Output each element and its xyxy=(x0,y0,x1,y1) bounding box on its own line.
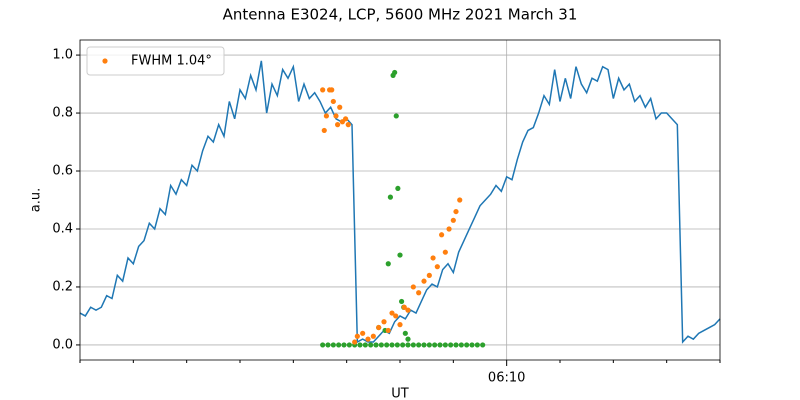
data-point xyxy=(405,307,411,313)
data-point xyxy=(395,185,401,192)
data-point xyxy=(337,104,343,110)
data-point xyxy=(416,290,422,296)
data-point xyxy=(432,342,438,348)
data-point xyxy=(453,342,459,348)
chart-title: Antenna E3024, LCP, 5600 MHz 2021 March … xyxy=(223,6,578,24)
y-tick-label: 1.0 xyxy=(52,48,73,63)
data-point xyxy=(446,226,452,232)
data-point xyxy=(405,336,411,342)
data-point xyxy=(336,342,342,348)
data-point xyxy=(393,113,399,119)
data-point xyxy=(410,284,416,290)
data-point xyxy=(442,249,448,255)
data-point xyxy=(426,272,432,278)
y-tick-label: 0.4 xyxy=(52,221,73,236)
data-point xyxy=(325,342,331,348)
data-point xyxy=(335,122,341,128)
data-point xyxy=(330,342,336,348)
data-point xyxy=(410,342,416,348)
data-point xyxy=(401,304,407,310)
x-axis-label: UT xyxy=(391,387,409,400)
data-point xyxy=(442,342,448,348)
data-point xyxy=(464,342,470,348)
data-point xyxy=(400,342,406,348)
data-point xyxy=(389,310,395,316)
data-point xyxy=(474,342,480,348)
x-tick-label: 06:10 xyxy=(488,371,525,386)
plot-frame xyxy=(79,39,721,361)
data-point xyxy=(373,342,379,348)
y-tick-label: 0.6 xyxy=(52,164,73,179)
data-point xyxy=(480,342,486,348)
data-point xyxy=(381,319,387,325)
data-point xyxy=(458,342,464,348)
data-point xyxy=(329,87,335,93)
data-point xyxy=(345,122,351,128)
data-point xyxy=(385,327,391,334)
data-point xyxy=(352,339,358,345)
data-point xyxy=(330,98,336,105)
y-axis-label: a.u. xyxy=(29,188,44,212)
data-point xyxy=(384,342,390,348)
data-point xyxy=(405,342,411,348)
data-point xyxy=(370,333,376,339)
data-point xyxy=(368,342,374,348)
data-point xyxy=(450,217,456,223)
legend-label: FWHM 1.04° xyxy=(131,54,212,69)
y-tick-label: 0.0 xyxy=(52,337,73,352)
data-point xyxy=(437,342,443,348)
data-point xyxy=(320,87,326,93)
data-point xyxy=(426,342,432,348)
data-point xyxy=(341,342,347,348)
data-point xyxy=(343,116,349,122)
data-point xyxy=(360,330,366,336)
data-point xyxy=(389,342,395,348)
data-point xyxy=(321,127,327,134)
data-point xyxy=(448,342,454,348)
data-point xyxy=(320,342,326,348)
data-point xyxy=(385,261,391,267)
data-point xyxy=(362,342,368,348)
data-point xyxy=(378,342,384,348)
data-point xyxy=(434,264,440,270)
data-point xyxy=(393,313,399,319)
data-point xyxy=(387,194,393,200)
data-point xyxy=(469,342,475,348)
data-point xyxy=(357,342,363,348)
data-point xyxy=(397,322,403,328)
data-point xyxy=(323,113,329,119)
data-point xyxy=(333,113,339,119)
data-point xyxy=(354,333,360,339)
data-point xyxy=(416,342,422,348)
y-tick-label: 0.8 xyxy=(52,106,73,121)
legend-box xyxy=(86,46,225,76)
data-point xyxy=(392,69,398,76)
data-point xyxy=(453,208,459,215)
data-point xyxy=(421,342,427,348)
data-point xyxy=(394,342,400,348)
data-point xyxy=(402,330,408,336)
y-tick-label: 0.2 xyxy=(52,279,73,294)
data-line xyxy=(79,60,721,344)
data-point xyxy=(376,324,382,331)
data-point xyxy=(399,298,405,305)
data-point xyxy=(439,232,445,238)
data-point xyxy=(421,278,427,284)
data-point xyxy=(365,336,371,342)
data-point xyxy=(346,342,352,348)
legend-marker xyxy=(102,58,108,64)
data-point xyxy=(457,197,463,203)
data-point xyxy=(397,252,403,258)
data-point xyxy=(430,255,436,261)
